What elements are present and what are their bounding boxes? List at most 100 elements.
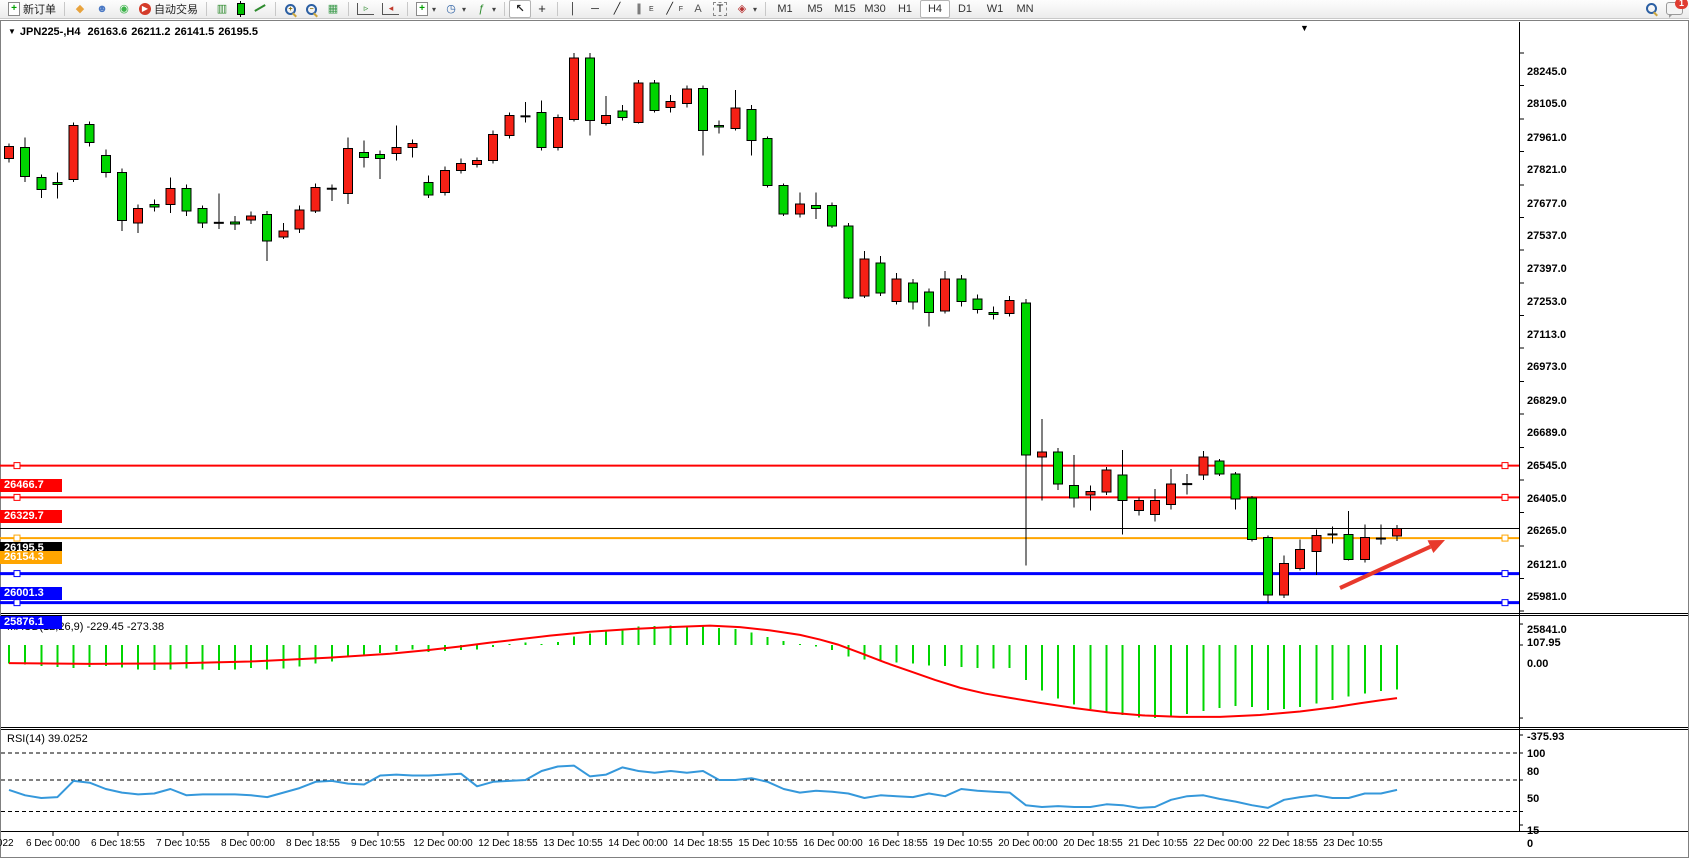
zoom-out-icon: − [305, 3, 318, 17]
autotrading-label: 自动交易 [154, 4, 198, 16]
candle-body [36, 177, 47, 191]
fibonacci-icon: ╱ [666, 3, 673, 15]
candle-body [956, 278, 967, 302]
candle-body [197, 208, 208, 224]
tile-windows-button[interactable]: ▦ [322, 0, 344, 18]
line-handle [1501, 493, 1509, 501]
arrows-button[interactable]: ◈ ▾ [731, 0, 761, 18]
cursor-button[interactable]: ↖ [509, 0, 532, 18]
line-handle [13, 462, 21, 470]
timeframe-d1-button[interactable]: D1 [957, 3, 973, 15]
timeframe-h1-button[interactable]: H1 [897, 3, 913, 15]
rsi-line [8, 764, 1398, 809]
candle-body [940, 278, 951, 312]
trend-arrow-head [1427, 540, 1445, 554]
candle-body [730, 107, 741, 129]
line-chart-icon [254, 3, 266, 12]
timeframe-m1-button[interactable]: M1 [777, 3, 793, 15]
crosshair-icon: + [538, 1, 546, 16]
candle-body [811, 205, 821, 210]
candle-body [375, 153, 386, 160]
crosshair-button[interactable]: + [531, 0, 553, 18]
equidistant-channel-button[interactable]: ∥ E [628, 0, 658, 18]
candle-body [52, 182, 63, 186]
timeframe-m30-button[interactable]: M30 [864, 3, 886, 15]
horizontal-line-button[interactable]: ─ [584, 0, 606, 18]
horizontal-line-icon: ─ [591, 3, 599, 15]
periods-button[interactable]: ◷ ▾ [440, 0, 470, 18]
candle-body [536, 111, 547, 148]
text-label-button[interactable]: T [709, 0, 731, 18]
candle-body [633, 82, 644, 123]
zoom-out-button[interactable]: − [301, 0, 322, 18]
fibonacci-button[interactable]: ╱ F [658, 0, 687, 18]
candle-body [133, 208, 144, 224]
line-handle [1501, 570, 1509, 578]
arrows-icon: ◈ [737, 3, 747, 15]
vertical-line-button[interactable]: │ [562, 0, 584, 18]
timeframe-h4-button[interactable]: H4 [920, 0, 951, 18]
candle-body [1230, 473, 1241, 500]
candle-body [504, 114, 515, 136]
candle-body [1117, 474, 1128, 501]
candle-body [907, 282, 918, 303]
auto-scroll-button[interactable]: ◂ [378, 0, 403, 18]
new-chart-button[interactable]: + ▾ [412, 0, 440, 18]
timeframe-mn-button[interactable]: MN [1016, 3, 1034, 15]
candle-body [423, 182, 434, 196]
candle-body [1343, 533, 1354, 560]
community-button[interactable]: ☻ [91, 0, 113, 18]
zoom-in-button[interactable]: + [280, 0, 301, 18]
macd-signal-line [8, 624, 1398, 718]
candle-body [875, 262, 886, 294]
search-icon[interactable] [1645, 2, 1658, 17]
equidistant-channel-icon: ∥ [636, 3, 642, 15]
text-button[interactable]: A [687, 0, 709, 18]
candlestick-chart-button[interactable] [233, 0, 249, 18]
candle-body [20, 146, 31, 178]
favorites-icon: ◆ [75, 3, 85, 15]
candle-body [827, 205, 838, 227]
autotrading-button[interactable]: ▶ 自动交易 [135, 0, 202, 18]
line-handle [13, 534, 21, 542]
line-handle [1501, 462, 1509, 470]
candle-body [342, 147, 353, 195]
periods-icon: ◷ [446, 3, 456, 15]
chart-shift-button[interactable]: ▹ [353, 0, 378, 18]
candle-body [1069, 484, 1080, 499]
signals-button[interactable]: ◉ [113, 0, 135, 18]
signals-icon: ◉ [119, 3, 129, 15]
indicators-button[interactable]: ƒ ▾ [470, 0, 500, 18]
candle-body [100, 155, 111, 173]
separator [64, 2, 65, 16]
candle-body [552, 116, 563, 148]
candle-body [149, 204, 160, 208]
notifications-icon[interactable]: 1 [1666, 0, 1688, 18]
candle-body [165, 188, 176, 206]
candle-body [1214, 460, 1225, 475]
candle-body [972, 298, 983, 310]
candle-body [472, 159, 483, 166]
candle-body [116, 171, 127, 222]
indicators-icon: ƒ [477, 3, 485, 15]
candle-body [1020, 302, 1031, 456]
candle-body [1279, 563, 1290, 596]
candle-body [1149, 499, 1160, 515]
candle-body [294, 209, 305, 230]
bar-chart-button[interactable]: ▥ [211, 0, 233, 18]
timeframe-w1-button[interactable]: W1 [986, 3, 1004, 15]
separator [765, 2, 767, 16]
chart-shift-icon: ▹ [357, 3, 374, 15]
timeframe-m15-button[interactable]: M15 [834, 3, 856, 15]
candle-body [665, 100, 676, 108]
favorites-button[interactable]: ◆ [69, 0, 91, 18]
candle-body [714, 124, 725, 128]
trendline-button[interactable]: ╱ [606, 0, 628, 18]
line-handle [13, 599, 21, 607]
candle-body [601, 114, 612, 124]
line-chart-button[interactable] [249, 0, 271, 18]
timeframe-m5-button[interactable]: M5 [807, 3, 823, 15]
new-order-button[interactable]: + 新订单 [4, 0, 60, 18]
candle-body [1311, 534, 1322, 553]
chart-canvas[interactable] [0, 20, 1689, 858]
